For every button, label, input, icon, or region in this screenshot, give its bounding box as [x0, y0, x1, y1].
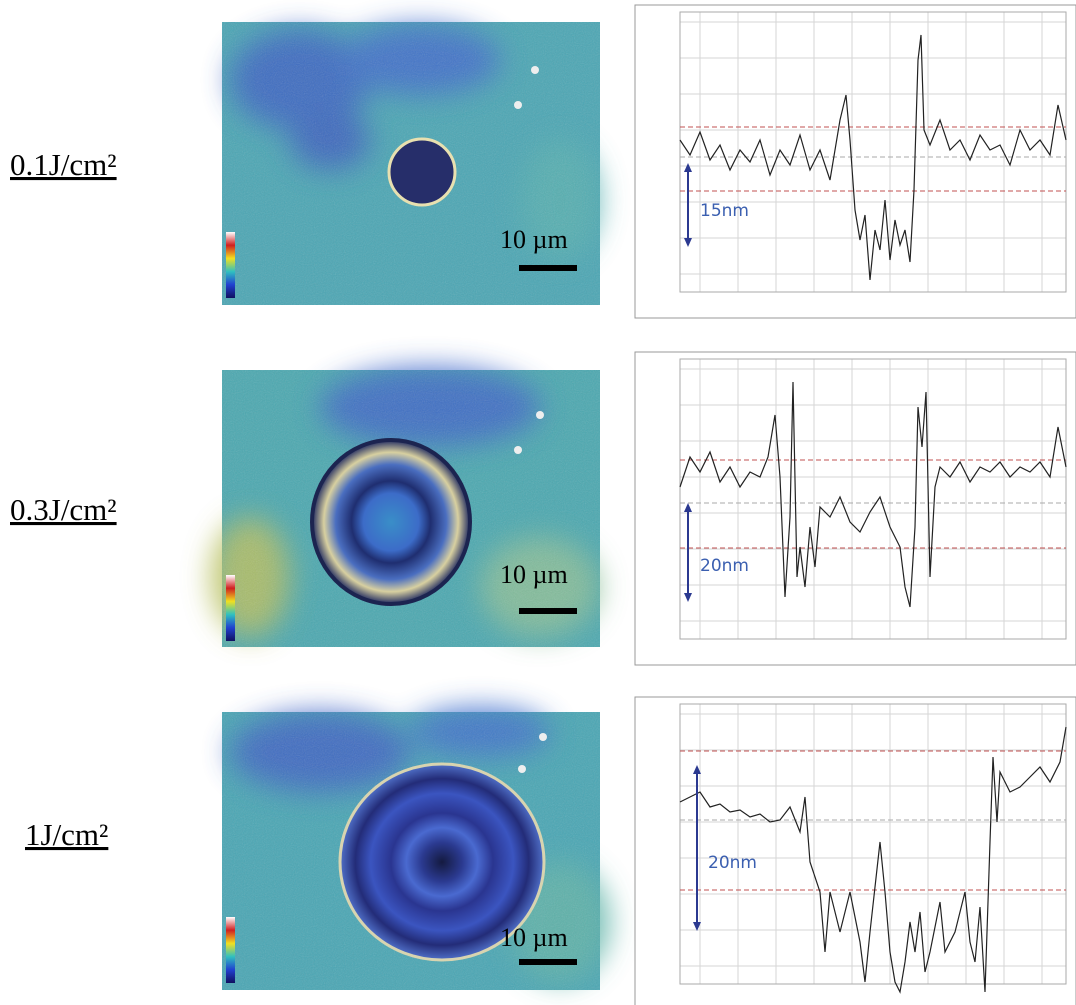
- depth-label: 20nm: [708, 853, 757, 873]
- scale-bar-label: 10 µm: [500, 560, 568, 589]
- fluence-label: 0.3J/cm²: [10, 492, 117, 527]
- depth-label: 15nm: [700, 201, 749, 221]
- fluence-label: 1J/cm²: [25, 817, 108, 852]
- fluence-label: 0.1J/cm²: [10, 147, 117, 182]
- depth-label: 20nm: [700, 556, 749, 576]
- scale-bar-label: 10 µm: [500, 923, 568, 952]
- profile-plot: 15nm: [634, 4, 1076, 319]
- micrograph: 10 µm: [210, 367, 600, 647]
- micrograph: 10 µm: [222, 22, 600, 305]
- scale-bar-label: 10 µm: [500, 225, 568, 254]
- profile-plot: 20nm: [634, 696, 1076, 1005]
- profile-plot: 20nm: [634, 351, 1076, 666]
- micrograph: 10 µm: [222, 707, 610, 990]
- row: 0.3J/cm² 10 µm 20nm: [10, 351, 1076, 666]
- row: 0.1J/cm² 10 µm 15nm: [10, 4, 1076, 319]
- row: 1J/cm² 10 µm 20nm: [25, 696, 1076, 1005]
